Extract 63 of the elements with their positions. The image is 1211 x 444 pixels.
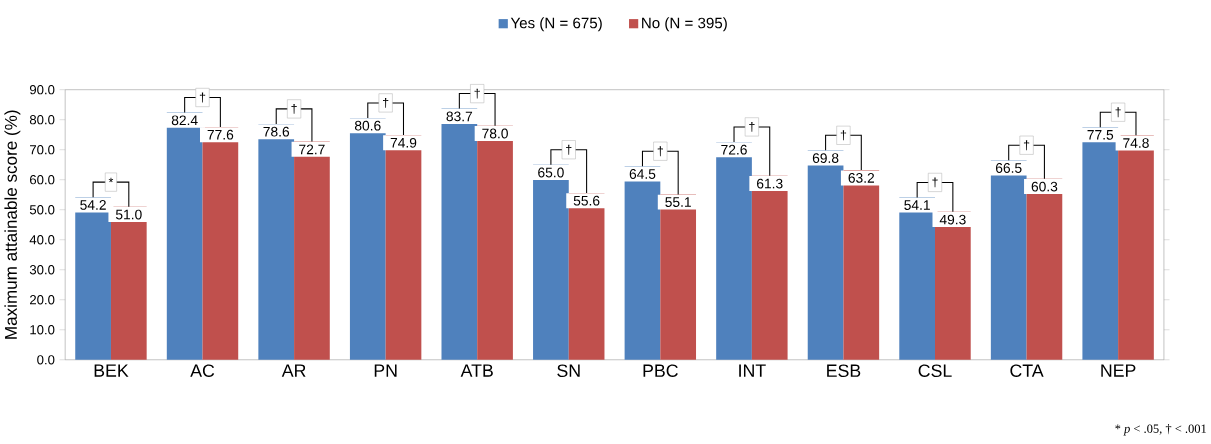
data-label: 66.5 xyxy=(995,163,1022,174)
data-label: 72.7 xyxy=(299,144,325,155)
data-label: 74.8 xyxy=(1123,138,1149,149)
x-tick-label: PBC xyxy=(643,364,678,378)
legend-label: Yes (N = 675) xyxy=(510,17,602,32)
annotation: † xyxy=(657,146,663,157)
y-tick-label: 60.0 xyxy=(30,175,55,185)
legend-label: No (N = 395) xyxy=(642,17,727,32)
annotation: † xyxy=(199,92,206,103)
annotation: † xyxy=(1115,107,1121,118)
x-tick-label: BEK xyxy=(94,364,129,377)
x-tick-label: AC xyxy=(190,364,215,378)
data-label: 60.3 xyxy=(1031,181,1058,192)
data-label: 72.6 xyxy=(721,145,747,155)
data-label: 65.0 xyxy=(538,167,564,178)
y-tick-label: 90.0 xyxy=(29,85,55,95)
data-label: 55.6 xyxy=(573,196,600,206)
data-label: 69.8 xyxy=(812,153,839,164)
y-tick-label: 0.0 xyxy=(37,355,55,365)
annotation: † xyxy=(566,144,572,155)
y-axis-title: Maximum attainable score (%) xyxy=(4,110,21,339)
x-tick-label: PN xyxy=(374,364,397,377)
annotation: † xyxy=(383,98,389,109)
data-label: 74.9 xyxy=(390,138,417,148)
y-tick-label: 40.0 xyxy=(29,235,55,245)
x-tick-label: NEP xyxy=(1101,364,1136,377)
data-label: 78.0 xyxy=(482,128,508,139)
annotation: † xyxy=(749,122,755,133)
y-tick-label: 70.0 xyxy=(30,145,55,155)
x-tick-label: SN xyxy=(557,364,580,378)
y-tick-label: 10.0 xyxy=(30,325,55,335)
data-label: 77.5 xyxy=(1087,130,1114,140)
annotation: † xyxy=(1023,140,1030,151)
data-label: 83.7 xyxy=(446,111,473,122)
x-tick-label: CSL xyxy=(918,364,952,378)
data-label: 49.3 xyxy=(939,214,966,225)
data-label: 55.1 xyxy=(665,197,691,208)
data-label: 54.1 xyxy=(904,200,930,211)
data-label: 54.2 xyxy=(80,200,106,211)
x-tick-label: ATB xyxy=(460,364,493,377)
data-label: 63.2 xyxy=(848,173,875,184)
text: *p < .05, † < .001 xyxy=(1115,424,1207,436)
y-tick-label: 20.0 xyxy=(30,295,55,305)
y-tick-label: 80.0 xyxy=(29,115,55,125)
y-tick-label: 30.0 xyxy=(29,265,55,275)
data-label: 77.6 xyxy=(207,130,234,140)
bar xyxy=(807,150,844,360)
data-label: 64.5 xyxy=(629,169,656,180)
annotation: † xyxy=(474,88,480,99)
annotation: † xyxy=(932,177,938,188)
x-tick-label: ESB xyxy=(827,364,861,378)
data-label: 51.0 xyxy=(115,209,142,220)
data-label: 61.3 xyxy=(757,178,783,189)
annotation: * xyxy=(108,178,114,183)
data-label: 78.6 xyxy=(263,127,290,137)
x-tick-label: AR xyxy=(281,364,306,377)
data-label: 80.6 xyxy=(354,121,381,131)
x-tick-label: INT xyxy=(739,364,766,377)
x-tick-label: CTA xyxy=(1010,364,1044,378)
annotation: † xyxy=(840,130,847,141)
y-tick-label: 50.0 xyxy=(29,205,55,215)
data-label: 82.4 xyxy=(171,115,198,126)
annotation: † xyxy=(291,104,297,115)
